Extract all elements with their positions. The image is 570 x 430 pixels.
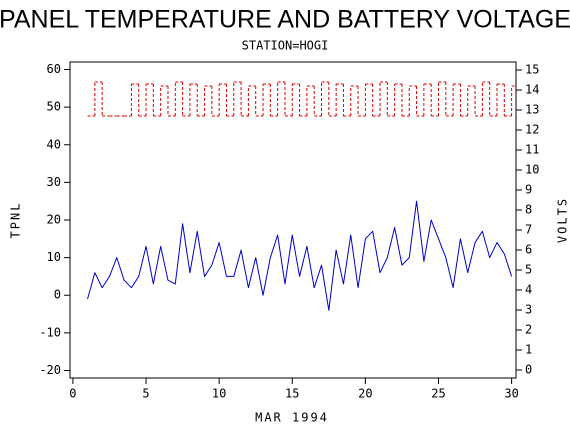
y2-tick-label: 1 (525, 343, 532, 357)
y-tick-label: -20 (39, 363, 61, 377)
x-tick-label: 25 (431, 387, 445, 401)
y2-tick-label: 5 (525, 263, 532, 277)
x-tick-label: 0 (69, 387, 76, 401)
y2-tick-label: 12 (525, 123, 539, 137)
y2-tick-label: 6 (525, 243, 532, 257)
y2-tick-label: 11 (525, 143, 539, 157)
y-tick-label: 0 (54, 288, 61, 302)
y2-tick-label: 9 (525, 183, 532, 197)
y-axis-label: TPNL (9, 202, 23, 239)
y2-tick-label: 10 (525, 163, 539, 177)
y-tick-label: 30 (47, 175, 61, 189)
data-line (87, 200, 513, 311)
y-tick-label: 40 (47, 137, 61, 151)
y-tick-label: 20 (47, 213, 61, 227)
y-tick-label: -10 (39, 325, 61, 339)
y2-tick-label: 8 (525, 203, 532, 217)
y2-tick-label: 3 (525, 303, 532, 317)
y2-tick-label: 2 (525, 323, 532, 337)
y2-tick-label: 0 (525, 363, 532, 377)
y2-tick-label: 13 (525, 103, 539, 117)
x-tick-label: 30 (504, 387, 518, 401)
x-tick-label: 15 (285, 387, 299, 401)
y-tick-label: 60 (47, 62, 61, 76)
x-axis-label: MAR 1994 (255, 411, 329, 425)
subtitle: STATION=HOGI (242, 39, 329, 53)
x-tick-label: 5 (142, 387, 149, 401)
y2-tick-label: 15 (525, 63, 539, 77)
y-tick-label: 50 (47, 100, 61, 114)
y2-tick-label: 14 (525, 83, 539, 97)
y2-tick-label: 7 (525, 223, 532, 237)
x-tick-label: 20 (358, 387, 372, 401)
x-tick-label: 10 (212, 387, 226, 401)
y-tick-label: 10 (47, 250, 61, 264)
y2-axis-label: VOLTS (556, 197, 570, 243)
y2-tick-label: 4 (525, 283, 532, 297)
chart-title: PANEL TEMPERATURE AND BATTERY VOLTAGE (0, 6, 570, 34)
